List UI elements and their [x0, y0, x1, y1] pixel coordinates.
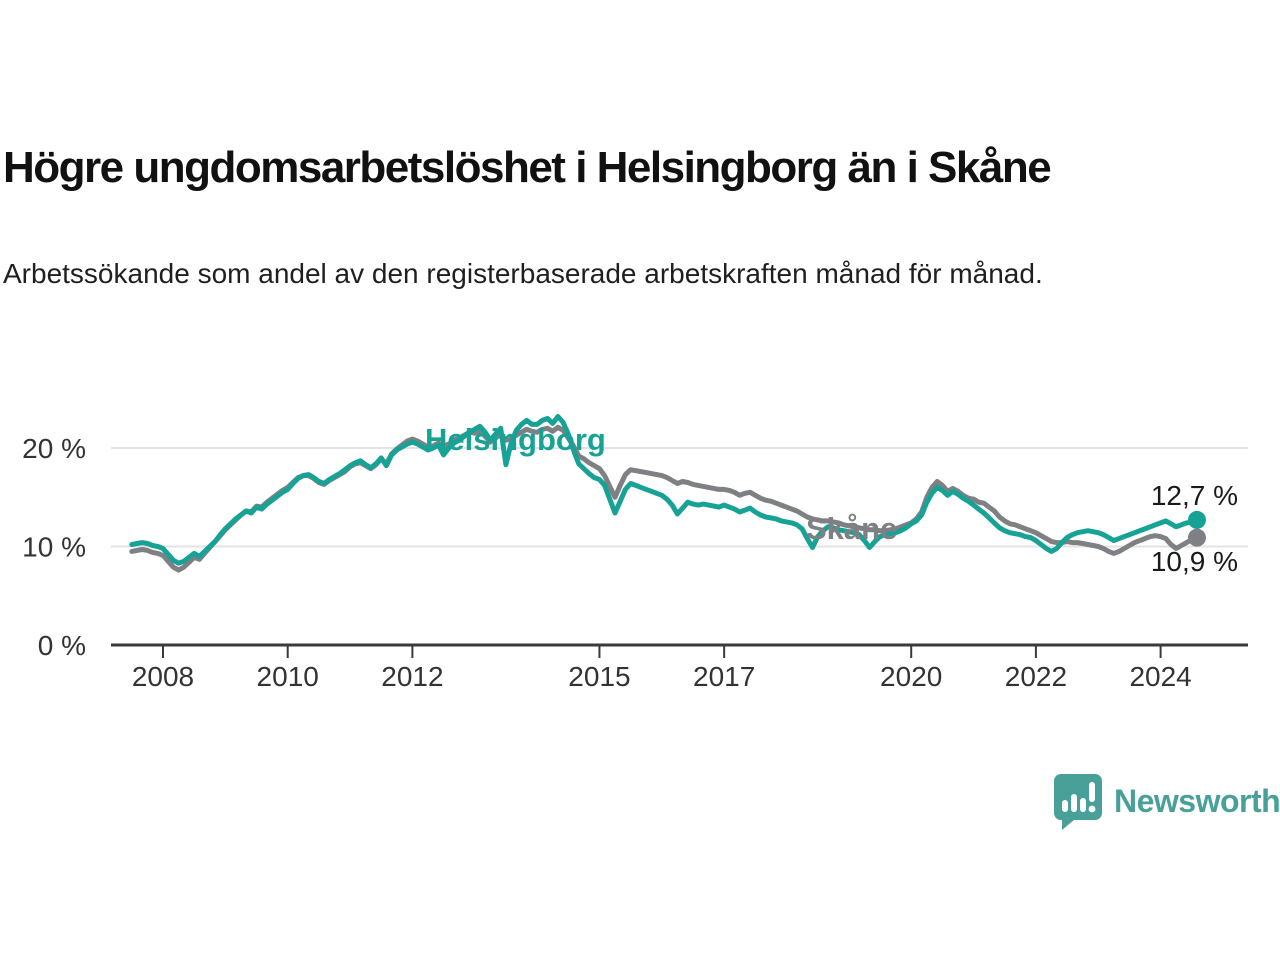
y-tick-label: 10 % — [22, 532, 86, 563]
x-tick-label: 2020 — [880, 661, 942, 692]
x-tick-label: 2024 — [1129, 661, 1191, 692]
skane-series-label: Skåne — [806, 511, 897, 546]
newsworthy-logo: Newsworthy — [1052, 772, 1280, 830]
chart-title: Högre ungdomsarbetslöshet i Helsingborg … — [3, 143, 1052, 192]
skane-end-dot — [1187, 528, 1206, 547]
skane-end-value-label: 10,9 % — [1151, 546, 1238, 577]
x-tick-label: 2008 — [132, 661, 194, 692]
helsingborg-end-dot — [1187, 510, 1206, 529]
newsworthy-logo-text: Newsworthy — [1114, 782, 1280, 819]
x-tick-label: 2022 — [1005, 661, 1067, 692]
x-tick-label: 2010 — [257, 661, 319, 692]
x-tick-label: 2012 — [381, 661, 443, 692]
x-axis: 2008 2010 2012 2015 2017 2020 2022 2024 — [132, 646, 1192, 692]
chart-subtitle: Arbetssökande som andel av den registerb… — [3, 258, 1043, 289]
x-tick-label: 2015 — [568, 661, 630, 692]
y-axis: 0 % 10 % 20 % — [22, 433, 86, 661]
helsingborg-line — [129, 414, 1200, 566]
helsingborg-series-label: Helsingborg — [425, 422, 606, 457]
newsworthy-logo-icon — [1054, 774, 1102, 830]
helsingborg-end-value-label: 12,7 % — [1151, 480, 1238, 511]
y-tick-label: 20 % — [22, 433, 86, 464]
gridlines — [111, 447, 1248, 647]
x-tick-label: 2017 — [693, 661, 755, 692]
y-tick-label: 0 % — [38, 630, 86, 661]
